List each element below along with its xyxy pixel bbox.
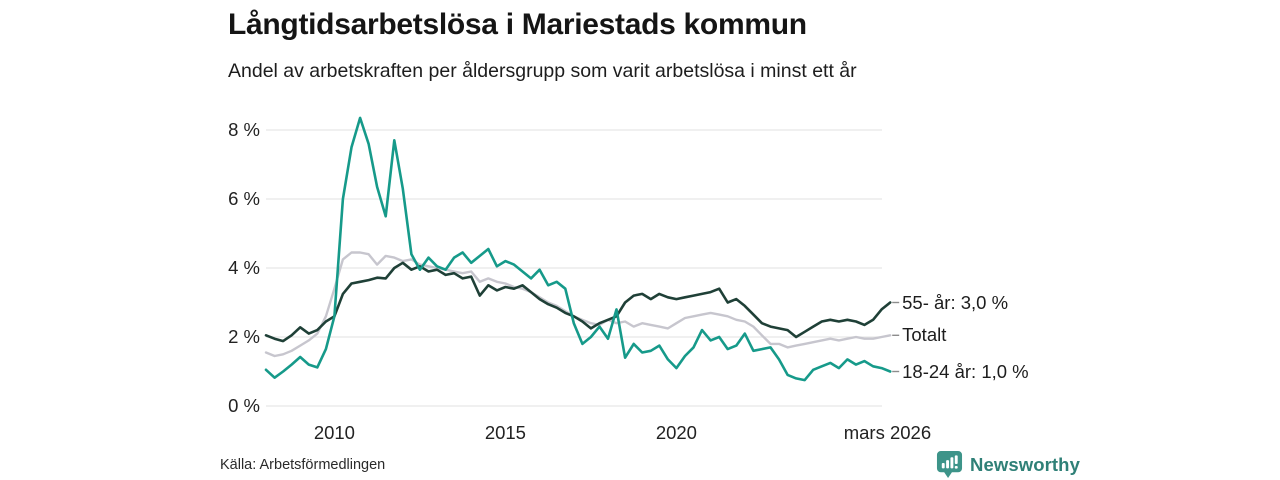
x-axis-tick-label: 2015 [484,422,526,443]
series-end-label-18-24-r: 18-24 år: 1,0 % [902,360,1029,382]
chart-title: Långtidsarbetslösa i Mariestads kommun [228,8,807,41]
chart-subtitle: Andel av arbetskraften per åldersgrupp s… [228,60,857,82]
series-line-55-r [264,261,892,343]
newsworthy-logo: Newsworthy [936,450,1080,479]
source-caption: Källa: Arbetsförmedlingen [220,457,386,473]
y-axis-tick-label: 4 % [228,257,260,278]
y-axis-tick-label: 6 % [228,188,260,209]
series-line-18-24-r [264,116,892,382]
series-end-label-55-r: 55- år: 3,0 % [902,291,1009,313]
y-axis-tick-label: 8 % [228,119,260,140]
y-axis-tick-label: 0 % [228,395,260,416]
series-end-label-totalt: Totalt [902,324,947,346]
x-axis-tick-label: 2010 [313,422,355,443]
newsworthy-wordmark: Newsworthy [970,453,1080,475]
x-axis-tick-label: mars 2026 [843,422,932,443]
newsworthy-bubble-chart-icon [936,451,963,478]
y-axis-tick-label: 2 % [228,326,260,347]
x-axis-tick-label: 2020 [655,422,697,443]
